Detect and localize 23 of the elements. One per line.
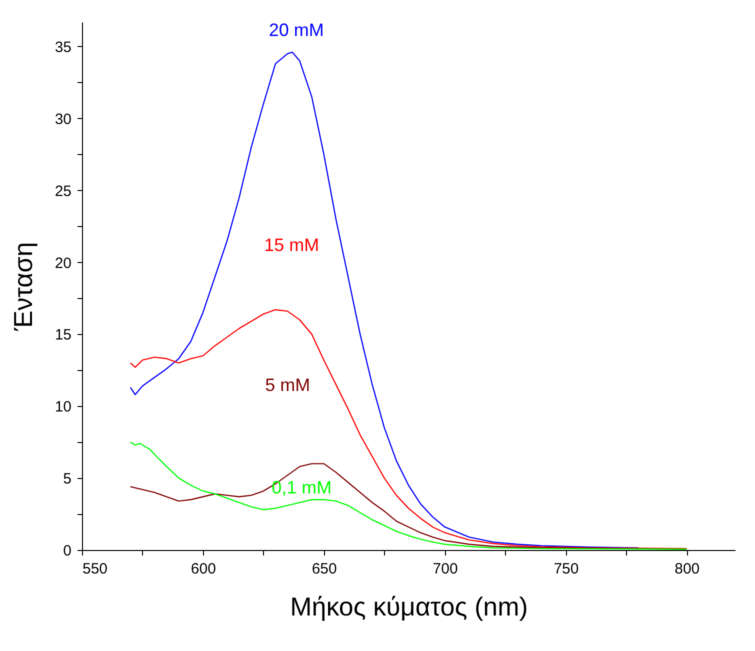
text: 15 mM bbox=[264, 235, 320, 256]
y-tick-label: 35 bbox=[54, 38, 72, 56]
y-tick-label: 20 bbox=[54, 254, 72, 272]
x-axis-title: Μήκος κύματος (nm) bbox=[290, 592, 528, 622]
x-tick-label: 750 bbox=[554, 560, 579, 578]
x-tick-label: 800 bbox=[674, 560, 700, 578]
series-label: 20 mM bbox=[268, 20, 324, 40]
y-tick-label: 25 bbox=[54, 182, 72, 200]
y-tick-label: 15 bbox=[54, 326, 72, 344]
y-tick-label: 0 bbox=[63, 542, 72, 560]
x-tick-label: 700 bbox=[432, 560, 458, 578]
x-tick-label: 650 bbox=[312, 560, 337, 578]
text: 5 mM bbox=[265, 375, 310, 396]
y-tick-label: 30 bbox=[54, 110, 72, 128]
x-tick-label: 550 bbox=[82, 560, 108, 578]
y-tick-label: 5 bbox=[63, 470, 72, 488]
x-tick-label: 600 bbox=[190, 560, 216, 578]
series-label: 0,1 mM bbox=[272, 477, 332, 498]
line-series bbox=[130, 309, 688, 550]
y-tick-label: 10 bbox=[54, 398, 72, 416]
y-axis-title: Ένταση bbox=[8, 242, 38, 332]
line-series bbox=[130, 442, 688, 550]
line-series bbox=[130, 52, 639, 548]
